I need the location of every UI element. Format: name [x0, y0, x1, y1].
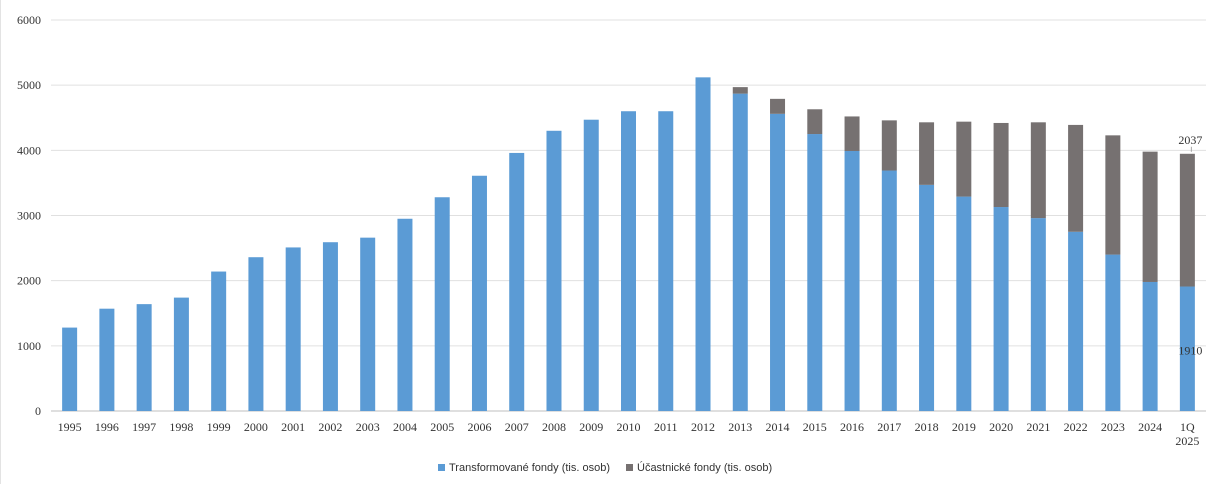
- legend-label: Transformované fondy (tis. osob): [449, 462, 610, 474]
- x-tick-label: 2017: [877, 420, 901, 434]
- bar-transformovane-2005: [434, 197, 450, 411]
- x-tick-label: 1997: [132, 420, 156, 434]
- bar-transformovane-2013: [732, 93, 748, 411]
- x-tick-label: 2024: [1138, 420, 1162, 434]
- bar-transformovane-2011: [658, 111, 674, 411]
- bar-ucastnicke-2017: [881, 120, 897, 171]
- x-tick-label: 2019: [952, 420, 976, 434]
- bar-transformovane-2010: [621, 111, 636, 411]
- bar-ucastnicke-2022: [1068, 124, 1084, 232]
- legend-swatch: [626, 464, 633, 471]
- y-tick-label: 2000: [17, 274, 41, 288]
- bar-transformovane-2024: [1142, 281, 1158, 411]
- y-tick-label: 5000: [17, 78, 41, 92]
- x-tick-label: 2000: [244, 420, 268, 434]
- x-tick-label: 2001: [281, 420, 305, 434]
- bar-transformovane-1998: [173, 297, 189, 411]
- bar-transformovane-2014: [770, 113, 786, 411]
- bar-transformovane-2012: [695, 77, 711, 411]
- bar-transformovane-2007: [509, 152, 525, 411]
- y-tick-label: 6000: [17, 13, 41, 27]
- x-tick-label: 2015: [803, 420, 827, 434]
- bar-transformovane-2001: [285, 247, 301, 411]
- x-tick-label: 2013: [728, 420, 752, 434]
- legend-label: Účastnické fondy (tis. osob): [637, 461, 772, 474]
- bar-transformovane-1996: [99, 308, 115, 411]
- bar-transformovane-1997: [136, 304, 152, 411]
- bar-transformovane-2006: [471, 175, 487, 411]
- x-tick-label: 2018: [915, 420, 939, 434]
- bars: [62, 77, 1195, 412]
- bar-ucastnicke-2018: [919, 122, 935, 185]
- x-tick-label: 2014: [766, 420, 790, 434]
- bar-transformovane-1q-2025: [1179, 286, 1195, 411]
- x-tick-label: 2003: [356, 420, 380, 434]
- x-axis-ticks: 1995 1996 1997 1998 1999 2000 2001 2002 2003 2004…: [58, 420, 1200, 448]
- x-tick-label: 1998: [169, 420, 193, 434]
- bar-transformovane-2023: [1105, 254, 1121, 411]
- y-tick-label: 1000: [17, 339, 41, 353]
- bar-transformovane-2020: [993, 207, 1009, 411]
- data-label: 2037: [1178, 133, 1202, 147]
- x-tick-label: 2021: [1026, 420, 1050, 434]
- bar-ucastnicke-2023: [1105, 135, 1121, 255]
- x-tick-label: 2006: [467, 420, 491, 434]
- bar-transformovane-1999: [211, 271, 227, 411]
- x-tick-label: 1999: [207, 420, 231, 434]
- x-tick-label: 2016: [840, 420, 864, 434]
- x-tick-label: 2004: [393, 420, 417, 434]
- bar-transformovane-2017: [881, 170, 897, 411]
- bar-ucastnicke-2014: [770, 98, 786, 114]
- bar-ucastnicke-1q-2025: [1179, 153, 1195, 287]
- data-labels: 2037 1910: [1178, 133, 1202, 358]
- x-tick-label: 2023: [1101, 420, 1125, 434]
- bar-transformovane-2021: [1030, 218, 1046, 411]
- x-tick-label: 2005: [430, 420, 454, 434]
- legend: Transformované fondy (tis. osob) Účastnic…: [438, 461, 772, 474]
- x-tick-label: 1Q 2025: [1175, 420, 1199, 448]
- x-tick-label: 2007: [505, 420, 529, 434]
- bar-transformovane-2008: [546, 130, 562, 412]
- y-tick-label: 4000: [17, 143, 41, 157]
- bar-transformovane-2000: [248, 257, 264, 411]
- bar-ucastnicke-2021: [1030, 122, 1046, 219]
- x-tick-label: 2020: [989, 420, 1013, 434]
- bar-transformovane-2016: [844, 150, 860, 412]
- bar-ucastnicke-2024: [1142, 151, 1158, 282]
- bar-ucastnicke-2016: [844, 116, 860, 151]
- bar-ucastnicke-2019: [956, 121, 972, 197]
- bar-ucastnicke-2015: [807, 109, 823, 135]
- bar-transformovane-2009: [583, 119, 599, 411]
- bar-ucastnicke-2020: [993, 122, 1009, 208]
- x-tick-label: 2011: [654, 420, 678, 434]
- bar-transformovane-2015: [807, 134, 823, 411]
- bar-transformovane-2003: [360, 237, 376, 411]
- bar-transformovane-1995: [62, 327, 78, 411]
- legend-item-ucastnicke: Účastnické fondy (tis. osob): [626, 461, 772, 474]
- bar-transformovane-2019: [956, 196, 972, 411]
- legend-swatch: [438, 464, 445, 471]
- data-label: 1910: [1178, 344, 1202, 358]
- x-tick-label: 1996: [95, 420, 119, 434]
- x-tick-label: 2002: [318, 420, 342, 434]
- bar-transformovane-2004: [397, 218, 413, 411]
- x-tick-label: 2022: [1064, 420, 1088, 434]
- bar-transformovane-2018: [919, 184, 935, 411]
- bar-transformovane-2002: [322, 242, 338, 411]
- bar-transformovane-2022: [1068, 231, 1084, 411]
- legend-item-transformovane: Transformované fondy (tis. osob): [438, 462, 610, 474]
- x-tick-label: 2010: [617, 420, 641, 434]
- bar-ucastnicke-2013: [732, 87, 748, 94]
- x-tick-label: 2008: [542, 420, 566, 434]
- x-tick-label: 1995: [58, 420, 82, 434]
- y-tick-label: 3000: [17, 209, 41, 223]
- y-axis-ticks: 0 1000 2000 3000 4000 5000 6000: [17, 13, 41, 418]
- x-tick-label: 2012: [691, 420, 715, 434]
- x-tick-label: 2009: [579, 420, 603, 434]
- y-tick-label: 0: [35, 404, 41, 418]
